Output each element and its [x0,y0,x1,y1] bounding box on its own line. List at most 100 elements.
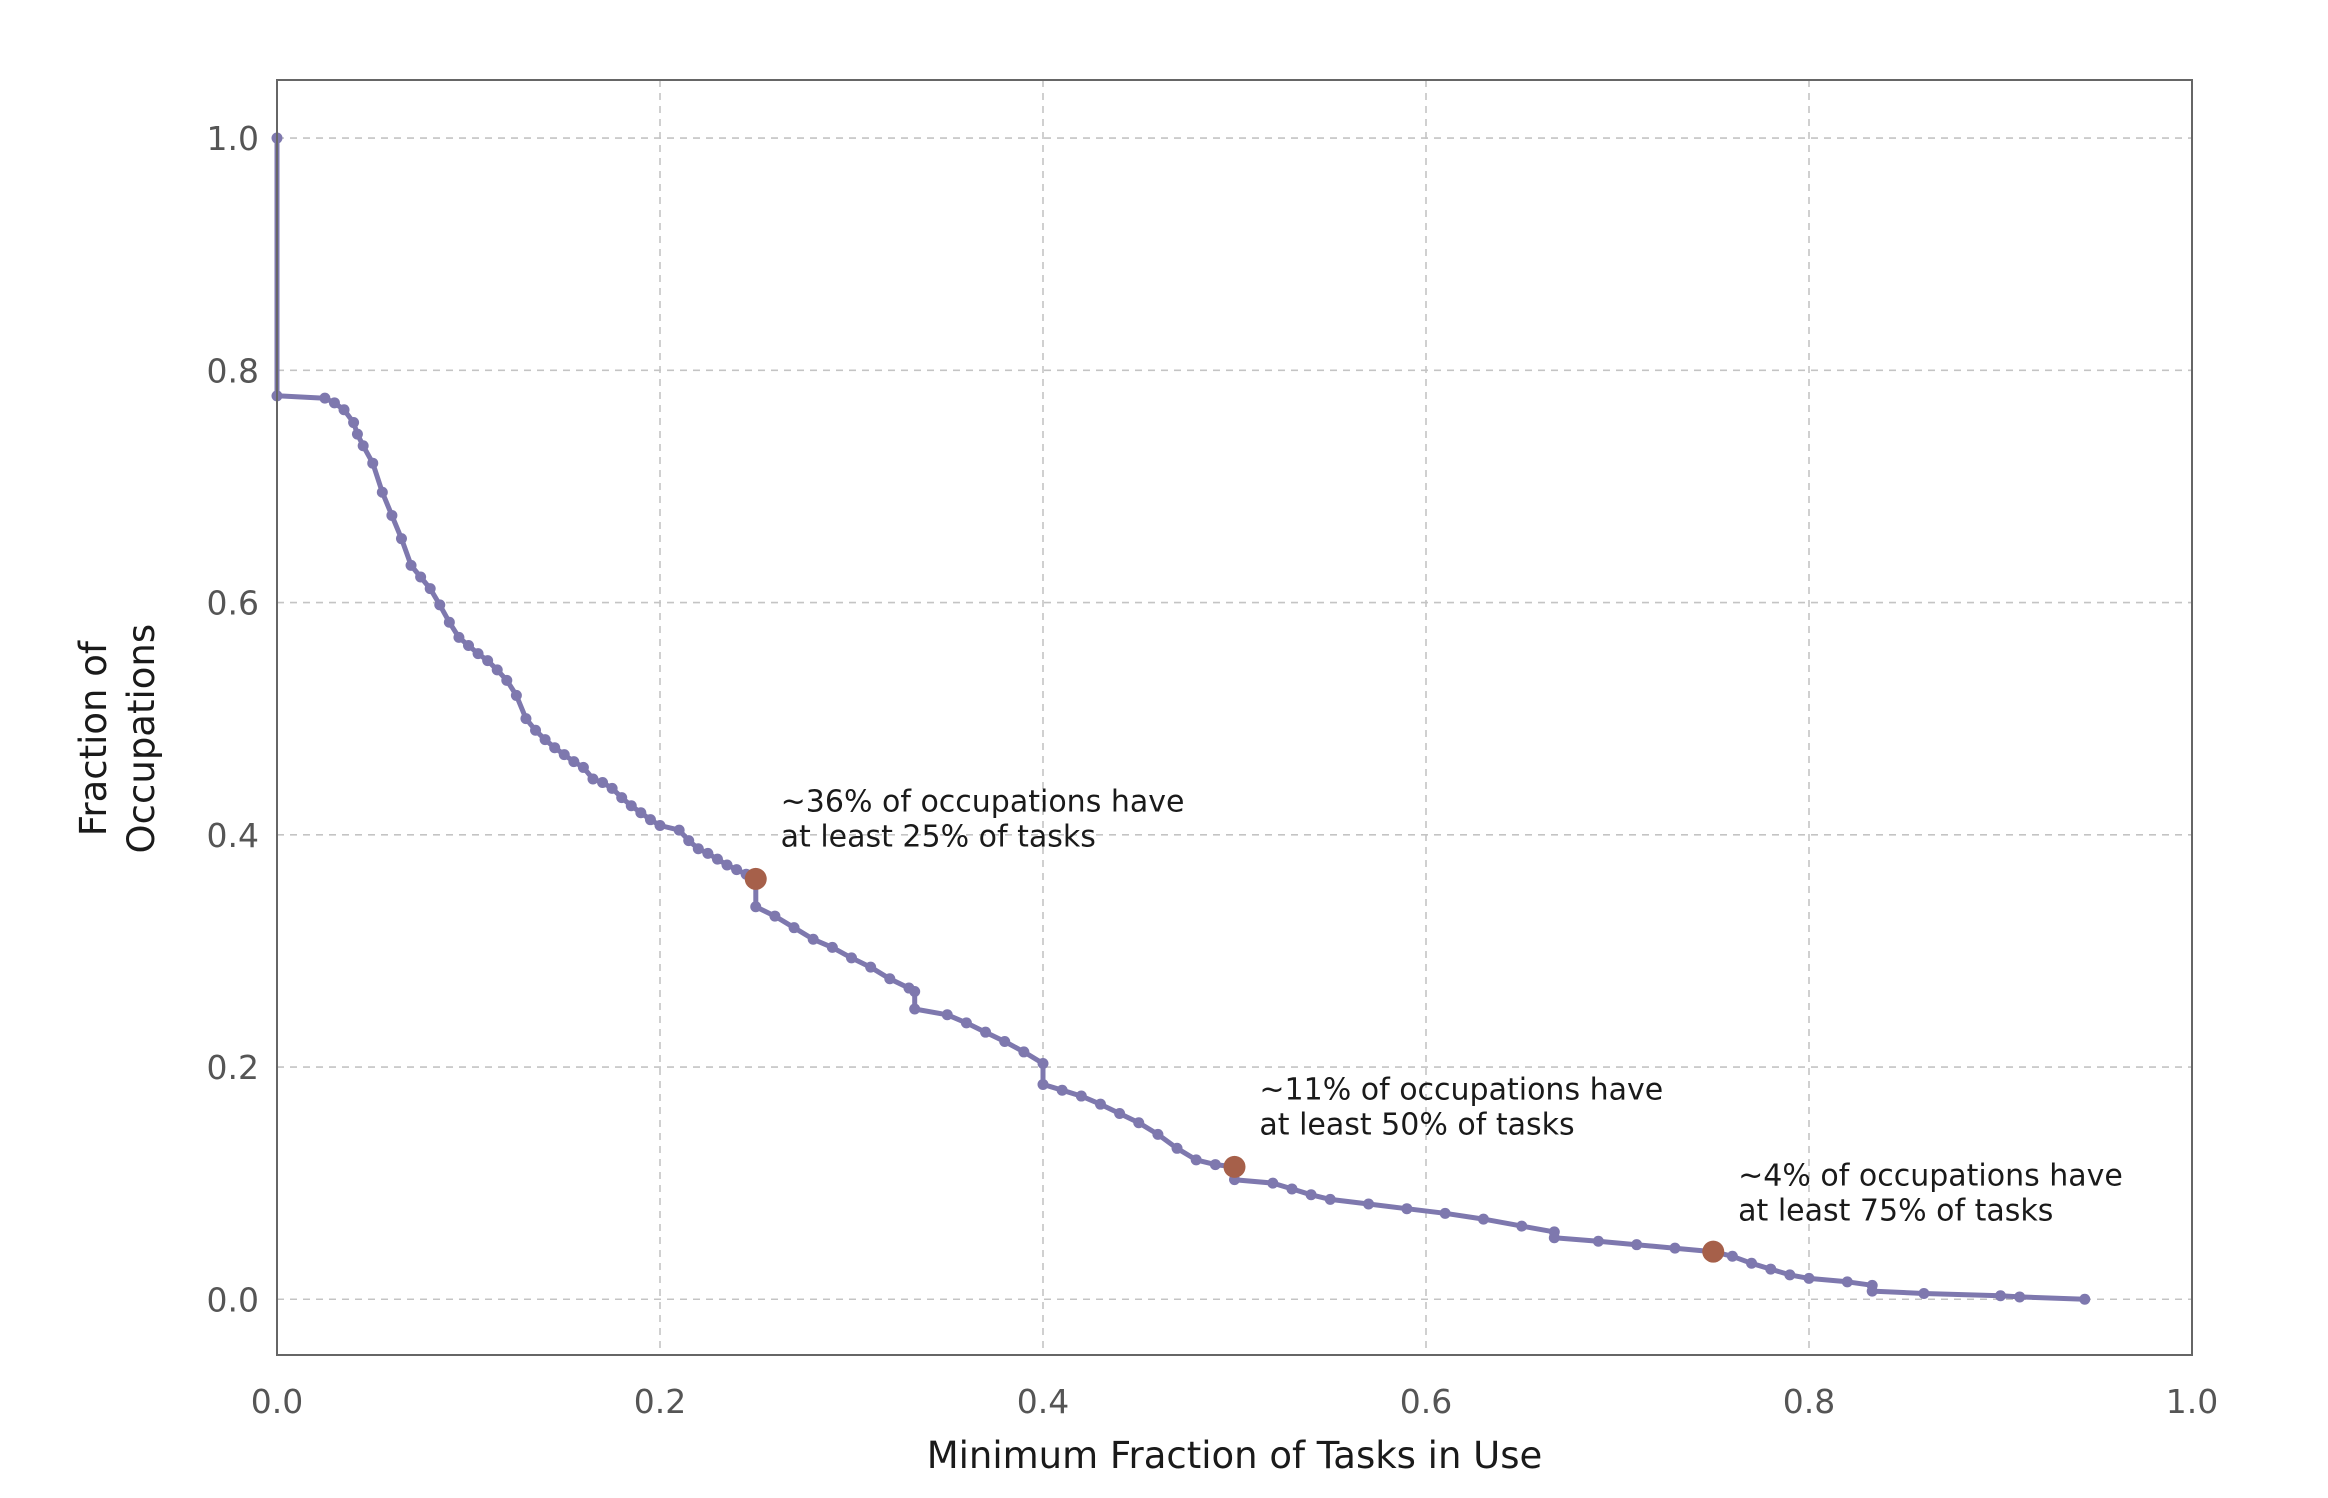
data-point [750,901,762,913]
data-point [1841,1276,1853,1288]
data-point [616,792,628,804]
x-tick-label: 0.2 [634,1382,686,1421]
data-point [1056,1084,1068,1096]
axes-frame [276,79,2193,1356]
data-point [1018,1046,1030,1058]
data-point [338,404,350,416]
data-point [568,756,580,768]
data-point [1918,1287,1930,1299]
data-point [980,1026,992,1038]
data-point [941,1009,953,1021]
data-point [673,824,685,836]
data-point [1995,1290,2006,1302]
data-point [530,724,542,736]
data-point [443,616,455,628]
x-axis-label: Minimum Fraction of Tasks in Use [927,1434,1543,1477]
data-point [319,392,331,404]
data-point [405,559,417,571]
data-point [577,761,589,773]
data-point [1114,1107,1126,1119]
data-point [1866,1285,1878,1297]
data-point [1190,1154,1202,1166]
data-point [415,571,427,583]
highlight-point [744,867,767,890]
data-point [960,1017,972,1029]
annotation-line: ~36% of occupations have [781,785,1185,820]
data-point [1631,1239,1643,1251]
y-axis-label-line: Occupations [120,624,163,854]
data-point [721,859,733,871]
data-point [1363,1198,1375,1210]
data-point [1548,1232,1560,1244]
data-point [702,847,714,859]
data-point [1094,1098,1106,1110]
data-point [501,674,513,686]
data-point [1152,1128,1164,1140]
data-point [1784,1269,1796,1281]
y-axis-label: Fraction of Occupations [72,624,163,854]
data-point [1401,1203,1413,1215]
data-point [482,655,494,667]
x-tick-label: 0.8 [1783,1382,1835,1421]
data-point [539,734,551,746]
data-point [357,440,369,452]
x-tick-label: 0.0 [251,1382,303,1421]
data-point [453,631,465,643]
data-point [625,800,637,812]
data-point [2014,1291,2026,1303]
x-tick-label: 0.4 [1017,1382,1069,1421]
data-point [692,843,704,855]
series-line [274,135,2088,1302]
data-point [654,819,666,831]
data-point [909,1003,921,1015]
grid [277,80,2192,1355]
highlight-point [1702,1240,1725,1263]
data-point [491,664,503,676]
annotation-line: at least 50% of tasks [1259,1108,1574,1143]
data-point [395,533,407,545]
y-tick-label: 0.6 [207,584,259,623]
x-tick-label: 1.0 [2166,1382,2218,1421]
data-point [367,457,379,469]
data-point [1439,1207,1451,1219]
data-point [1477,1213,1489,1225]
data-point [826,941,838,953]
data-point [644,814,656,826]
annotation-line: ~4% of occupations have [1738,1158,2123,1193]
y-tick-label: 0.0 [207,1280,259,1319]
data-point [731,864,743,876]
data-point [1726,1250,1738,1262]
data-point [558,749,570,761]
data-point [1669,1242,1681,1254]
data-point [1171,1142,1183,1154]
data-point [328,397,340,409]
data-point [1133,1117,1145,1129]
data-point [788,922,800,934]
data-point [1305,1189,1317,1201]
data-point [909,986,921,998]
y-tick-label: 0.2 [207,1048,259,1087]
series-layer [271,132,2091,1305]
data-point [1037,1058,1049,1070]
data-point [386,509,398,521]
data-point [434,599,446,611]
annotation-line: at least 75% of tasks [1738,1193,2053,1228]
data-point [606,782,618,794]
data-point [683,835,695,847]
data-point [348,417,360,429]
data-point [351,428,363,440]
data-point [510,689,522,701]
data-point [587,773,599,785]
data-point [549,742,561,754]
data-point [1746,1257,1758,1269]
data-point [1765,1263,1777,1275]
data-point [846,952,857,964]
y-tick-label: 0.8 [207,351,259,390]
data-point [1075,1090,1087,1102]
data-point [1267,1177,1279,1189]
x-tick-label: 0.6 [1400,1382,1452,1421]
